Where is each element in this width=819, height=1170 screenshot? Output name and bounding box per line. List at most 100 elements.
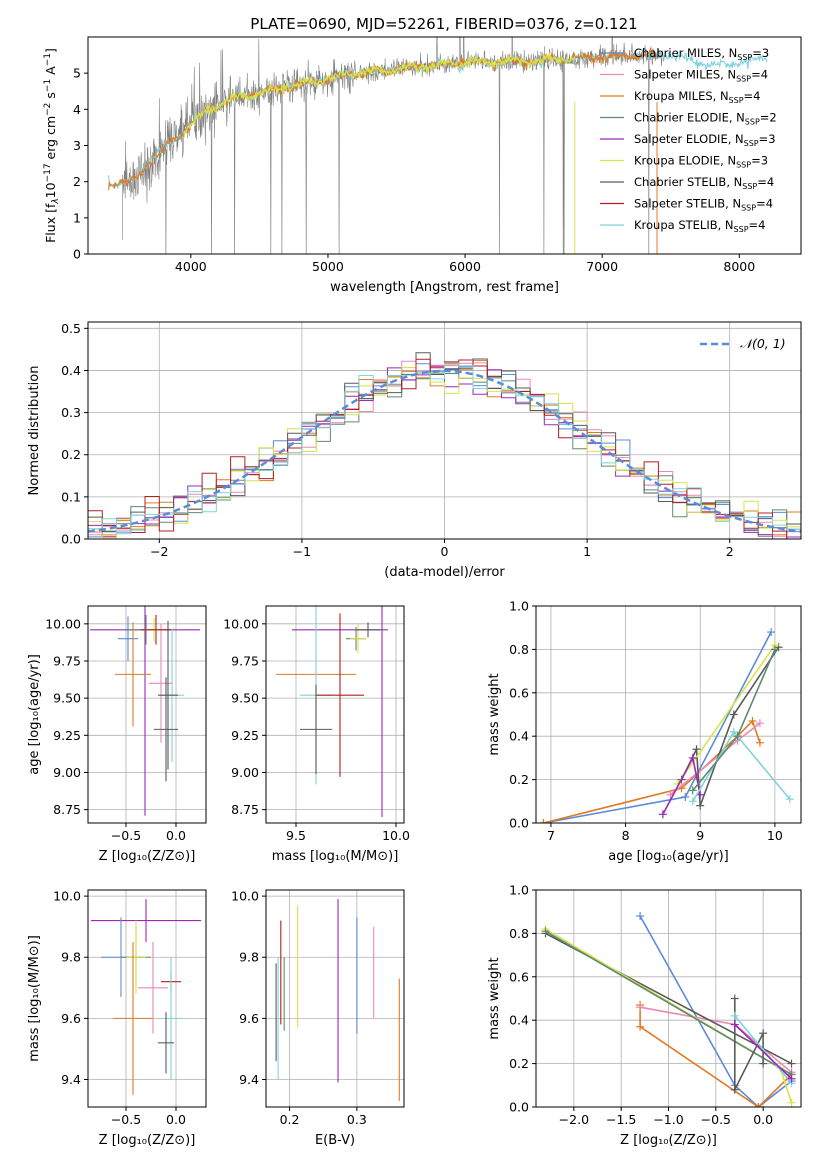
- x-tick-label: 9: [696, 828, 704, 843]
- y-axis-label: mass [log₁₀(M/M⊙)]: [27, 935, 42, 1062]
- y-tick-label: 8.75: [231, 802, 259, 817]
- y-tick-label: 0.4: [509, 729, 529, 744]
- axes-frame: [535, 605, 802, 824]
- series-line: [545, 930, 792, 1076]
- legend-tail: =4: [749, 218, 766, 232]
- y-tick-label: 9.8: [61, 950, 81, 965]
- y-tick-label: 9.6: [239, 1011, 259, 1026]
- y-tick-label: 0.2: [509, 1056, 529, 1071]
- y-label-sup: −1: [43, 79, 53, 92]
- x-axis-label: mass [log₁₀(M/M⊙)]: [272, 849, 399, 864]
- series-marker: [755, 738, 764, 747]
- x-tick-label: 1: [583, 544, 591, 559]
- y-tick-label: 0.2: [509, 772, 529, 787]
- legend-tail: =4: [751, 68, 768, 82]
- axes-frame: [265, 889, 405, 1108]
- plot-area: [275, 899, 400, 1101]
- legend-text: Salpeter MILES, N: [634, 68, 736, 82]
- y-tick-label: 0.6: [509, 969, 529, 984]
- residuals-panel: −2 −1 0 1 2 0.0 0.1 0.2 0.3 0.4 0.5 (data-model)/er…: [27, 321, 802, 580]
- x-tick-label: 0: [441, 544, 449, 559]
- plot-area: [276, 606, 388, 818]
- x-tick-label: −0.5: [111, 1112, 141, 1127]
- legend-label: 𝒩(0, 1): [740, 336, 786, 351]
- y-tick-label: 5: [73, 66, 81, 81]
- mass-z-panel: −0.5 0.0 9.4 9.6 9.8 10.0 Z [log₁₀(Z/Z⊙)] mass …: [27, 889, 207, 1148]
- observed-spectrum: [122, 37, 664, 254]
- x-tick-label: 8000: [723, 259, 755, 274]
- plot-area: [108, 37, 768, 254]
- axes-frame: [87, 605, 207, 824]
- y-tick-label: 0.0: [509, 816, 529, 831]
- legend-label: Kroupa STELIB, NSSP=4: [634, 218, 765, 234]
- y-tick-label: 9.75: [53, 653, 81, 668]
- y-tick-label: 9.75: [231, 653, 259, 668]
- series-marker: [636, 912, 645, 921]
- errorbar-point: [149, 623, 173, 743]
- x-tick-label: 10: [767, 828, 783, 843]
- y-tick-label: 0.1: [61, 489, 81, 504]
- mass-ebv-panel: 0.2 0.3 9.4 9.6 9.8 10.0 E(B-V): [231, 889, 405, 1148]
- series-marker: [658, 810, 667, 819]
- series-marker: [787, 1059, 796, 1068]
- y-label-part: s: [43, 92, 58, 103]
- x-axis-label: Z [log₁₀(Z/Z⊙)]: [620, 1133, 717, 1148]
- y-tick-label: 10.0: [53, 889, 81, 904]
- errorbar-point: [356, 622, 380, 638]
- series-marker: [696, 801, 705, 810]
- x-tick-label: −2.0: [559, 1112, 589, 1127]
- legend-label: Salpeter ELODIE, NSSP=3: [634, 132, 776, 148]
- series-marker: [730, 1085, 739, 1094]
- legend-text: Kroupa MILES, N: [634, 89, 729, 103]
- y-label-part: Flux [f: [43, 203, 58, 243]
- series-marker: [729, 710, 738, 719]
- spectrum-panel: 4000 5000 6000 7000 8000 0 1 2 3 4 5 wavelength [An…: [43, 36, 802, 295]
- y-tick-label: 9.8: [239, 950, 259, 965]
- series-marker: [754, 1103, 763, 1107]
- legend-text: Salpeter ELODIE, N: [634, 132, 744, 146]
- y-tick-label: 0: [73, 247, 81, 262]
- errorbar-point: [159, 957, 183, 1080]
- x-tick-label: 4000: [175, 259, 207, 274]
- legend-label: Chabrier MILES, NSSP=3: [634, 46, 769, 62]
- age-mass-panel: 9.5 10.0 8.75 9.00 9.25 9.50 9.75 10.00 mass [lo…: [223, 605, 410, 864]
- series-line: [639, 1005, 793, 1107]
- x-axis-label: E(B-V): [315, 1133, 355, 1148]
- y-axis-label: Flux [fλ10−17 erg cm−2 s−1 A−1]: [43, 48, 61, 243]
- series-marker: [688, 797, 697, 806]
- x-tick-label: 0.3: [347, 1112, 367, 1127]
- axes-frame: [87, 889, 207, 1108]
- legend-tail: =3: [759, 132, 776, 146]
- legend-label: Chabrier ELODIE, NSSP=2: [634, 111, 777, 127]
- series-marker: [681, 792, 690, 801]
- legend-sub: SSP: [745, 118, 760, 127]
- mass-weight-age-panel: 7 8 9 10 0.0 0.2 0.4 0.6 0.8 1.0 age [log₁₀(age/yr…: [487, 599, 802, 864]
- y-tick-label: 8.75: [53, 802, 81, 817]
- y-axis-label: mass weight: [487, 957, 502, 1039]
- plot-area: [539, 628, 794, 823]
- errorbar-point: [300, 684, 332, 774]
- legend-sub: SSP: [744, 139, 759, 148]
- plot-area: [90, 606, 200, 816]
- x-tick-label: 5000: [312, 259, 344, 274]
- model-spectrum: [183, 52, 576, 138]
- series-marker: [770, 645, 779, 654]
- series-marker: [755, 719, 764, 728]
- series-marker: [767, 628, 776, 637]
- legend-tail: =4: [757, 175, 774, 189]
- y-tick-label: 9.50: [53, 691, 81, 706]
- y-tick-label: 0.0: [61, 532, 81, 547]
- y-tick-label: 0.4: [509, 1013, 529, 1028]
- x-tick-label: 2: [726, 544, 734, 559]
- y-tick-label: 2: [73, 174, 81, 189]
- series-marker: [787, 1074, 796, 1083]
- gaussian-curve: [88, 369, 801, 533]
- errorbar-point: [316, 613, 364, 777]
- y-tick-label: 1.0: [509, 883, 529, 898]
- legend-tail: =4: [744, 89, 761, 103]
- legend-tail: =3: [752, 46, 769, 60]
- series-marker: [730, 1020, 739, 1029]
- plot-area: [88, 352, 801, 539]
- x-tick-label: 8: [622, 828, 630, 843]
- y-label-part: ]: [43, 48, 58, 53]
